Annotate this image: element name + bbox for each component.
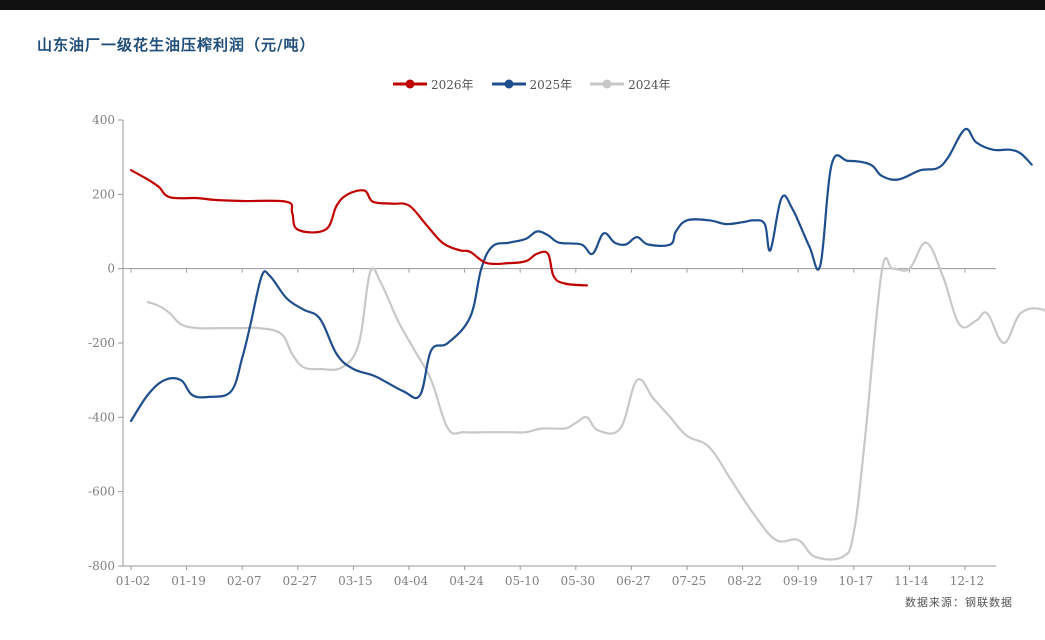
legend-item-2024[interactable]: 2024年 bbox=[590, 76, 671, 93]
x-tick-label: 11-14 bbox=[894, 574, 929, 588]
legend-label-2025: 2025年 bbox=[529, 77, 573, 92]
series-line-2024年 bbox=[146, 241, 1045, 561]
x-tick-label: 04-24 bbox=[449, 574, 484, 588]
y-tick-label: 400 bbox=[92, 113, 115, 127]
series-line-2025年 bbox=[129, 127, 1033, 423]
x-tick-label: 06-27 bbox=[616, 574, 651, 588]
x-tick-label: 08-22 bbox=[727, 574, 762, 588]
x-tick-label: 07-25 bbox=[672, 574, 707, 588]
y-tick-label: -400 bbox=[88, 410, 115, 424]
x-tick-label: 04-04 bbox=[394, 574, 429, 588]
x-tick-label: 02-07 bbox=[227, 574, 262, 588]
legend-label-2024: 2024年 bbox=[628, 77, 671, 92]
top-rule bbox=[0, 0, 1045, 10]
x-tick-label: 03-15 bbox=[338, 574, 373, 588]
chart-axes: -800 -600 -400 -200 0 200 400 01-02 01-19 02-07 02… bbox=[88, 113, 996, 588]
legend-swatch-2024 bbox=[590, 79, 625, 89]
y-tick-label: 0 bbox=[107, 262, 115, 276]
chart-lines bbox=[129, 127, 1045, 561]
series-line-2026年 bbox=[129, 169, 588, 287]
legend-swatch-2025 bbox=[491, 79, 526, 89]
legend-swatch-2026 bbox=[393, 79, 427, 89]
x-tick-label: 10-17 bbox=[839, 574, 874, 588]
chart-title: 山东油厂一级花生油压榨利润（元/吨） bbox=[37, 36, 316, 54]
legend-item-2025[interactable]: 2025年 bbox=[491, 76, 573, 93]
legend: 2026年 2025年 2024年 bbox=[393, 74, 689, 94]
data-source: 数据来源：钢联数据 bbox=[905, 596, 1013, 609]
y-tick-label: -200 bbox=[88, 336, 115, 350]
x-tick-label: 01-19 bbox=[171, 574, 206, 588]
x-tick-label: 05-30 bbox=[561, 574, 596, 588]
y-tick-label: -600 bbox=[88, 485, 115, 499]
x-tick-label: 09-19 bbox=[783, 574, 818, 588]
x-tick-label: 01-02 bbox=[116, 574, 151, 588]
x-tick-label: 02-27 bbox=[283, 574, 318, 588]
x-tick-label: 05-10 bbox=[505, 574, 540, 588]
legend-label-2026: 2026年 bbox=[431, 77, 474, 92]
y-tick-label: -800 bbox=[88, 559, 115, 573]
x-tick-label: 12-12 bbox=[950, 574, 985, 588]
y-tick-label: 200 bbox=[92, 187, 115, 201]
legend-item-2026[interactable]: 2026年 bbox=[393, 76, 474, 93]
